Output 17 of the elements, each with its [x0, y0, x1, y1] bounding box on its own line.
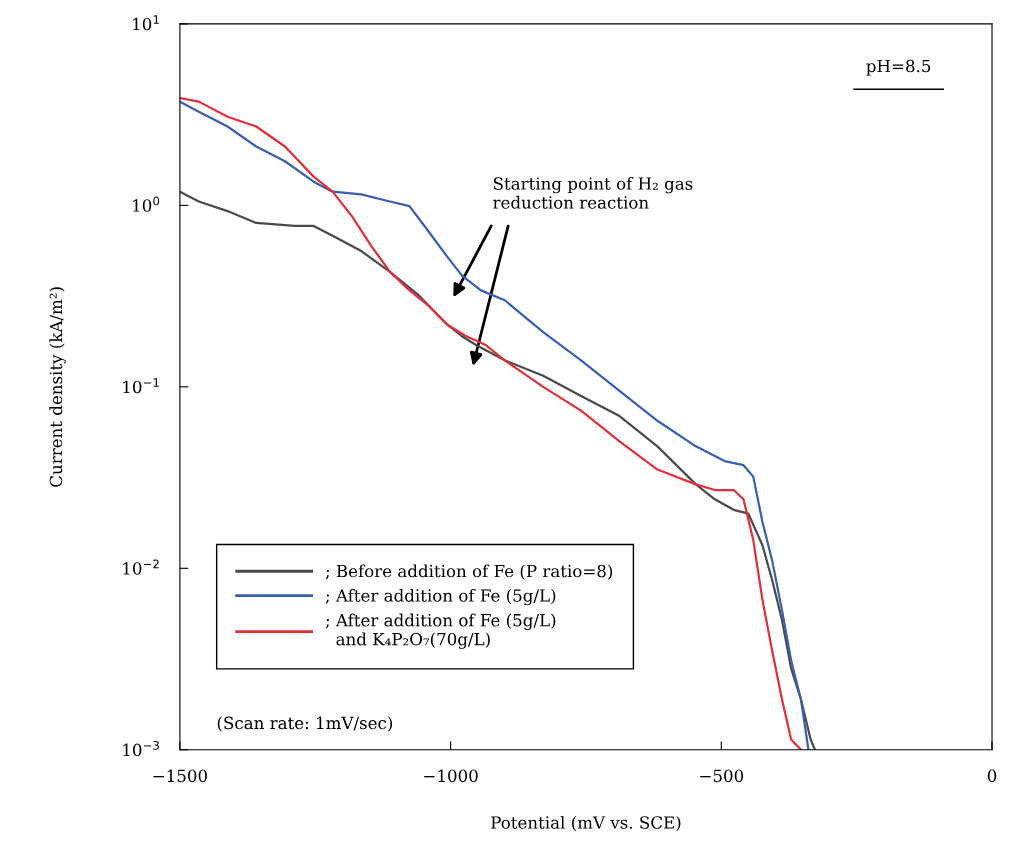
legend-label: ; After addition of Fe (5g/L)	[325, 588, 556, 606]
y-tick-label: 10$^{0}$	[133, 196, 160, 212]
y-tick-label: 10$^{−3}$	[123, 740, 159, 757]
x-tick-label: −1000	[424, 769, 478, 783]
annotation: pH=8.5	[866, 59, 931, 76]
legend-label: ; After addition of Fe (5g/L) and K₄P₂O₇(70g/L)	[325, 613, 556, 649]
x-tick-label: −500	[700, 769, 744, 783]
x-axis-title: Potential (mV vs. SCE)	[491, 815, 681, 832]
y-tick-label: 10$^{−1}$	[123, 378, 159, 394]
x-tick-label: −1500	[153, 769, 207, 783]
legend-label: ; Before addition of Fe (P ratio=8)	[325, 564, 613, 580]
annotation: (Scan rate: 1mV/sec)	[217, 716, 393, 732]
x-tick-label: 0	[987, 769, 997, 783]
y-axis-title: Current density (kA/m²)	[49, 287, 66, 487]
y-tick-label: 10$^{−2}$	[123, 559, 159, 575]
annotation: Starting point of H₂ gas reduction reaction	[493, 176, 693, 209]
y-tick-label: 10$^{1}$	[133, 15, 159, 31]
